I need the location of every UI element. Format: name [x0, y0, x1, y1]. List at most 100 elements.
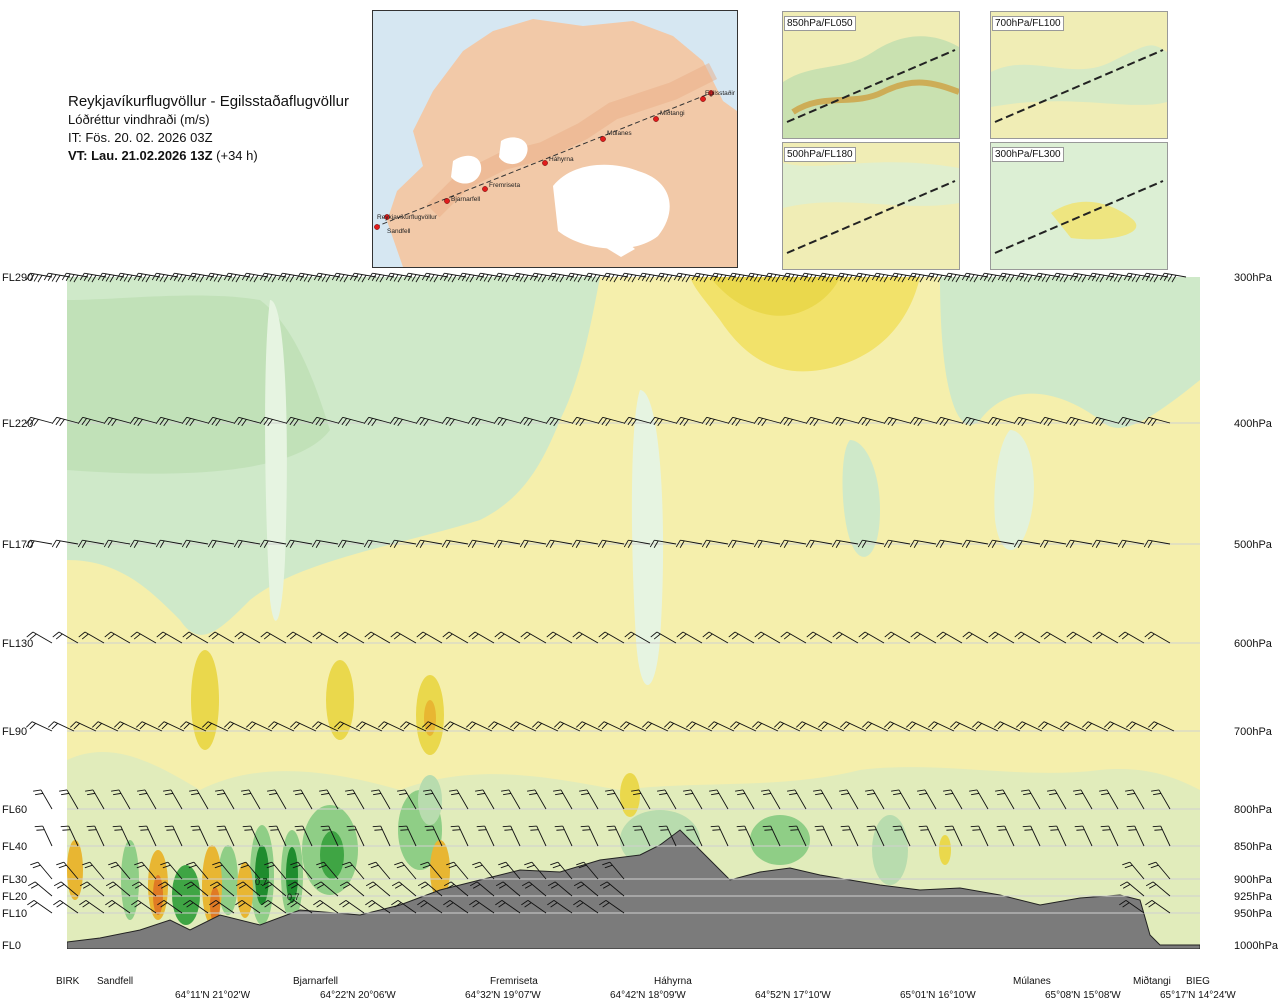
wind-barb: [180, 721, 207, 732]
wind-barb: [1105, 272, 1133, 283]
wind-barb: [443, 881, 469, 897]
wind-barb: [987, 416, 1015, 427]
wind-barb: [1087, 272, 1115, 283]
route-station-marker: [600, 136, 606, 142]
wind-barb: [858, 631, 885, 644]
route-station-label: Sandfell: [387, 228, 411, 235]
wind-barb: [796, 721, 823, 732]
wind-barb: [995, 789, 1015, 810]
mini-map-label: 300hPa/FL300: [992, 147, 1064, 162]
wind-barb: [466, 721, 493, 732]
field-mod-up: [67, 840, 83, 900]
wind-barb: [223, 272, 251, 283]
wind-barb: [495, 881, 521, 897]
wind-barb: [53, 881, 79, 897]
wind-barb: [311, 539, 339, 548]
wind-barb: [181, 539, 209, 548]
wind-barb: [294, 825, 313, 847]
field-mod-down: [302, 805, 358, 895]
station-label: Miðtangi: [1133, 975, 1171, 987]
chart-title: Reykjavíkurflugvöllur - Egilsstaðaflugvö…: [68, 93, 349, 110]
route-station-marker: [384, 214, 390, 220]
wind-barb: [1014, 631, 1041, 644]
right-axis-label: 700hPa: [1234, 726, 1273, 738]
wind-barb: [457, 272, 485, 283]
wind-barb: [59, 789, 79, 810]
wind-barb: [1060, 721, 1087, 732]
valid-time-offset: (+34 h): [216, 148, 258, 163]
wind-barb: [649, 416, 677, 427]
wind-barb: [423, 789, 443, 810]
wind-barb: [212, 861, 235, 880]
right-axis-label: 850hPa: [1234, 841, 1273, 853]
wind-barb: [285, 416, 313, 427]
wind-barb: [151, 272, 179, 283]
field-weak-down: [842, 440, 880, 557]
wind-barb: [623, 416, 651, 427]
wind-barb: [1039, 416, 1067, 427]
wind-barb: [1159, 272, 1187, 283]
wind-barb: [476, 825, 495, 847]
wind-barb: [285, 539, 313, 548]
wind-barb: [208, 631, 235, 644]
wind-barb: [469, 900, 495, 914]
wind-barb: [572, 631, 599, 644]
right-axis-label: 400hPa: [1234, 418, 1273, 430]
route-station-marker: [482, 186, 488, 192]
wind-barb: [550, 861, 573, 880]
wind-barb: [449, 789, 469, 810]
annotation-value: 0.7: [255, 877, 268, 887]
wind-barb: [1141, 272, 1169, 283]
wind-barb: [683, 789, 703, 810]
wind-barb: [97, 272, 125, 283]
wind-barb: [520, 631, 547, 644]
wind-barb: [105, 900, 131, 914]
wind-barb: [259, 416, 287, 427]
wind-barb: [233, 416, 261, 427]
wind-barb: [1033, 272, 1061, 283]
wind-barb: [774, 721, 801, 732]
wind-barb: [363, 416, 391, 427]
wind-barb: [702, 631, 729, 644]
vertical-velocity-field: [67, 277, 1200, 949]
wind-barb: [287, 881, 313, 897]
field-weak-down: [265, 300, 287, 621]
wind-barb: [439, 272, 467, 283]
mini-map-route: [786, 180, 956, 254]
coordinate-label: 64°52'N 17°10'W: [755, 990, 831, 1001]
wind-barb: [136, 721, 163, 732]
wind-barb: [235, 881, 261, 897]
left-axis-label: FL0: [2, 940, 21, 952]
wind-barb: [961, 272, 989, 283]
wind-barb: [1016, 721, 1043, 732]
wind-barb: [78, 631, 105, 644]
station-label: Bjarnarfell: [293, 976, 338, 987]
wind-barb: [840, 721, 867, 732]
wind-barb: [61, 272, 89, 283]
wind-barb: [1143, 539, 1171, 548]
wind-barb: [753, 416, 781, 427]
wind-barb: [207, 416, 235, 427]
wind-barb: [545, 416, 573, 427]
route-station-label: Múlanes: [607, 130, 632, 137]
wind-barb: [1091, 539, 1119, 548]
wind-barb: [730, 721, 757, 732]
mini-map-500-svg: [783, 143, 959, 269]
wind-barb: [43, 272, 71, 283]
wind-barb: [164, 825, 183, 847]
left-axis-labels: FL290 FL220 FL170 FL130 FL90 FL60 FL40 FL30 FL20…: [2, 272, 33, 952]
wind-barb: [34, 825, 53, 847]
wind-barb: [368, 861, 391, 880]
wind-barb: [345, 789, 365, 810]
wind-barb: [979, 272, 1007, 283]
wind-barb: [48, 721, 75, 732]
wind-barb: [441, 539, 469, 548]
wind-barb: [290, 861, 313, 880]
wind-barb: [169, 272, 197, 283]
route-station-marker: [653, 116, 659, 122]
left-axis-label: FL130: [2, 638, 33, 650]
glacier-hofsjokull: [499, 137, 528, 165]
wind-barb: [495, 900, 521, 914]
mini-map-700: 700hPa/FL100: [990, 11, 1168, 139]
wind-barb: [969, 789, 989, 810]
